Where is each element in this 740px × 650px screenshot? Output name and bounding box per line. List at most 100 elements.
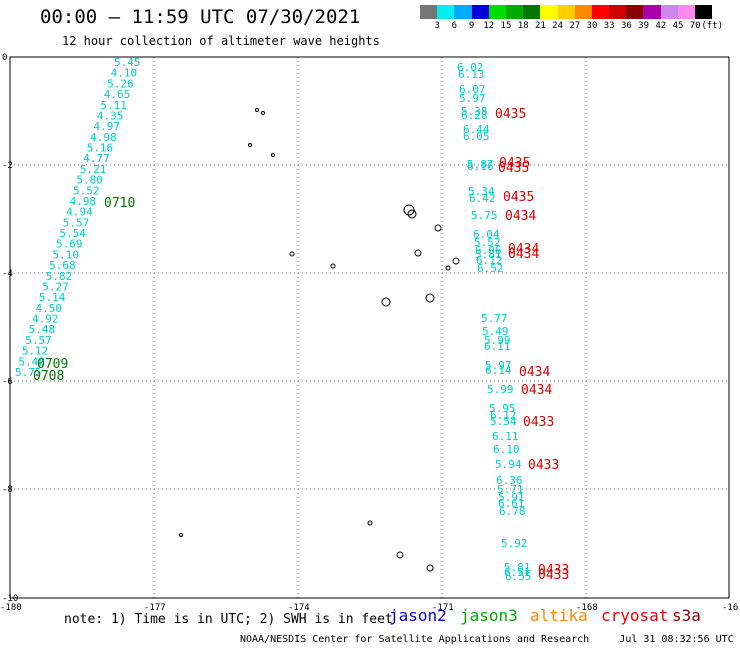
island-outline <box>414 249 422 257</box>
swh-value: 5.52 <box>474 236 501 249</box>
swh-value: 4.98 <box>90 131 117 144</box>
swh-value: 4.92 <box>32 313 59 326</box>
legend-swatch <box>540 5 558 19</box>
swh-value: 5.10 <box>53 248 80 261</box>
island-outline <box>396 551 404 559</box>
island-outline <box>407 209 417 219</box>
swh-value: 4.65 <box>104 88 131 101</box>
swh-value: 6.11 <box>492 430 519 443</box>
legend-swatch <box>557 5 575 19</box>
swh-value: 5.97 <box>485 359 512 372</box>
swh-value: 6.42 <box>469 192 496 205</box>
footer-credit: NOAA/NESDIS Center for Satellite Applica… <box>240 634 740 645</box>
map-grid <box>10 57 729 598</box>
time-label: 0433 <box>528 458 559 473</box>
time-label: 0434 <box>505 209 536 224</box>
island-outline <box>452 257 460 265</box>
swh-value: 5.52 <box>73 184 100 197</box>
time-label: 0708 <box>33 369 64 384</box>
swh-value: 6.44 <box>463 123 490 136</box>
swh-value: 5.57 <box>63 216 90 229</box>
legend-swatch <box>420 5 438 19</box>
swh-value: 5.97 <box>459 92 486 105</box>
legend-label: 15 <box>500 21 512 31</box>
swh-value: 5.16 <box>87 142 114 155</box>
swh-value: 5.77 <box>481 312 508 325</box>
swh-value: 6.02 <box>457 61 484 74</box>
swh-value: 6.11 <box>484 340 511 353</box>
swh-value: 5.49 <box>482 325 509 338</box>
island-outline <box>289 251 295 257</box>
lon-tick-label: -174 <box>288 603 310 613</box>
swh-value: 6.16 <box>467 160 494 173</box>
legend-label: 3 <box>434 21 440 31</box>
lat-tick-label: 0 <box>2 53 7 63</box>
swh-value: 6.13 <box>458 68 485 81</box>
legend-unit: (ft) <box>701 21 724 31</box>
legend-swatch <box>660 5 678 19</box>
swh-value: 6.28 <box>461 109 488 122</box>
page-subtitle: 12 hour collection of altimeter wave hei… <box>62 34 380 48</box>
lon-tick-label: -180 <box>0 603 22 613</box>
swh-value: 5.14 <box>39 291 66 304</box>
swh-value: 5.12 <box>22 345 49 358</box>
legend-swatch <box>626 5 644 19</box>
swh-value: 4.94 <box>66 206 93 219</box>
swh-value: 5.82 <box>46 270 73 283</box>
swh-value: 6.52 <box>477 262 504 275</box>
legend-swatch <box>523 5 541 19</box>
swh-value: 5.75 <box>15 366 42 379</box>
legend-label: 6 <box>451 21 458 31</box>
time-label: 0434 <box>521 383 552 398</box>
lat-tick-label: -10 <box>2 594 18 604</box>
legend-label: 12 <box>483 21 495 31</box>
swh-value: 6.10 <box>493 443 520 456</box>
satellite-legend-item: jason3 <box>460 606 518 625</box>
lon-tick-label: -171 <box>432 603 454 613</box>
swh-value: 6.51 <box>504 566 531 579</box>
swh-value: 5.87 <box>467 158 494 171</box>
swh-value: 5.26 <box>107 77 134 90</box>
legend-label: 21 <box>534 21 546 31</box>
lon-tick-label: -16 <box>722 603 738 613</box>
legend-swatch <box>437 5 455 19</box>
swh-value: 5.99 <box>487 383 514 396</box>
legend-label: 33 <box>603 21 615 31</box>
swh-value: 5.68 <box>49 259 76 272</box>
time-label: 0434 <box>508 247 539 262</box>
island-outline <box>445 265 451 271</box>
time-label: 0709 <box>37 357 68 372</box>
island-outline <box>425 293 435 303</box>
axis-tick-labels: -180 -177 -174 -171 -168 -16 0 -2 -4 -6 -8 -10 <box>0 53 738 613</box>
color-scale-legend <box>420 5 713 19</box>
swh-value: 5.80 <box>76 174 103 187</box>
swh-value: 5.99 <box>484 334 511 347</box>
map-frame <box>9 56 730 599</box>
swh-value: 6.36 <box>496 474 523 487</box>
legend-swatch <box>505 5 524 19</box>
swh-value: 5.54 <box>490 415 517 428</box>
swh-value: 6.05 <box>463 130 490 143</box>
time-label: 0434 <box>519 365 550 380</box>
page-title: 00:00 – 11:59 UTC 07/30/2021 <box>40 6 361 28</box>
island-outline <box>255 108 259 112</box>
legend-label: 18 <box>517 21 529 31</box>
swh-value: 6.04 <box>473 228 500 241</box>
legend-swatch <box>488 5 506 19</box>
island-outline <box>179 533 183 537</box>
legend-swatch <box>677 5 695 19</box>
island-outline <box>248 143 252 147</box>
swh-value: 5.21 <box>80 163 107 176</box>
swh-value: 5.27 <box>42 280 69 293</box>
time-label: 0435 <box>495 107 526 122</box>
swh-value: 4.10 <box>111 67 138 80</box>
swh-value: 5.91 <box>498 491 525 504</box>
island-outline <box>381 297 391 307</box>
legend-label: 36 <box>620 21 632 31</box>
swh-value: 4.35 <box>97 109 124 122</box>
time-label: 0435 <box>503 190 534 205</box>
island-outline <box>367 520 373 526</box>
legend-swatch <box>574 5 592 19</box>
swh-value: 6.07 <box>459 83 486 96</box>
